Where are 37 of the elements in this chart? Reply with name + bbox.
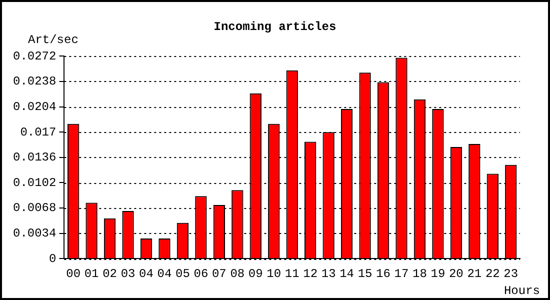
y-tick-label: 0.0068	[12, 201, 56, 216]
x-tick-label: 06	[194, 266, 208, 281]
x-tick-label: 22	[485, 266, 500, 281]
y-tick-label: 0.0136	[12, 150, 56, 165]
y-tick-label: 0.0272	[12, 49, 56, 64]
x-tick-label: 05	[176, 266, 190, 281]
x-tick-label: 03	[120, 266, 136, 281]
x-tick-label: 14	[340, 266, 354, 281]
y-tick-label: 0	[49, 252, 56, 266]
x-tick-label: 04	[139, 266, 154, 281]
y-tick-label: 0.0238	[12, 74, 56, 89]
x-tick-label: 15	[358, 266, 372, 281]
x-tick-label: 20	[448, 266, 464, 281]
x-tick-label: 13	[321, 266, 336, 281]
y-tick-label: 0.017	[20, 125, 56, 140]
x-tick-label: 04	[157, 266, 172, 281]
x-tick-label: 23	[504, 266, 518, 281]
x-axis-title: Hours	[504, 284, 540, 298]
x-tick-label: 02	[102, 266, 117, 281]
x-tick-label: 19	[430, 266, 446, 281]
x-tick-label: 16	[376, 266, 390, 281]
y-tick-label: 0.0204	[12, 100, 56, 114]
y-axis-title: Art/sec	[28, 33, 78, 47]
x-tick-label: 01	[84, 266, 99, 281]
x-tick-label: 08	[230, 266, 245, 281]
y-tick-label: 0.0034	[12, 226, 56, 240]
x-tick-label: 09	[248, 266, 263, 281]
x-tick-label: 12	[303, 266, 318, 281]
x-tick-label: 18	[412, 266, 427, 281]
x-tick-label: 00	[66, 266, 81, 281]
y-tick-label: 0.0102	[12, 176, 56, 190]
x-tick-label: 10	[266, 266, 282, 281]
x-tick-label: 07	[212, 266, 226, 281]
x-tick-label: 21	[467, 266, 482, 281]
x-tick-label: 11	[284, 266, 300, 281]
x-tick-label: 17	[394, 266, 409, 281]
chart-title: Incoming articles	[212, 20, 338, 34]
